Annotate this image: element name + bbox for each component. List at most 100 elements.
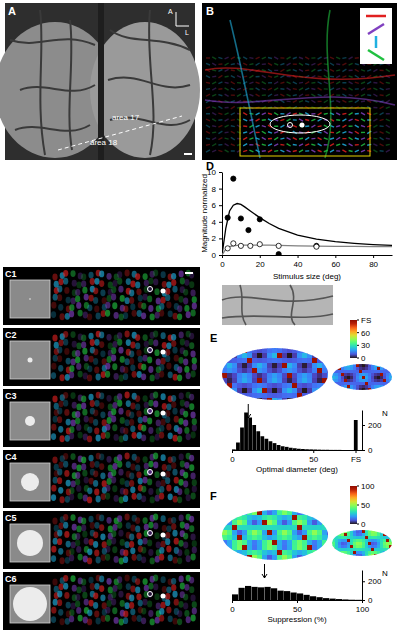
image-background <box>3 572 200 630</box>
map-cell <box>312 378 318 384</box>
orientation-pixel <box>336 150 340 152</box>
orientation-pixel <box>51 494 56 501</box>
orientation-pixel <box>231 69 235 71</box>
map-cell <box>247 393 253 399</box>
orientation-pixel <box>268 63 272 65</box>
map-cell <box>257 358 263 364</box>
orientation-pixel <box>63 514 68 521</box>
orientation-pixel <box>299 119 303 121</box>
orientation-pixel <box>361 113 365 115</box>
orientation-pixel <box>93 358 98 365</box>
orientation-pixel <box>274 125 278 126</box>
orientation-pixel <box>287 57 291 59</box>
orientation-pixel <box>53 355 58 362</box>
orientation-pixel <box>64 287 69 294</box>
orientation-pixel <box>135 456 140 463</box>
orientation-pixel <box>81 518 86 525</box>
orientation-pixel <box>184 610 189 617</box>
orientation-pixel <box>324 82 328 84</box>
orientation-pixel <box>75 418 80 425</box>
orientation-pixel <box>78 432 83 439</box>
orientation-pixel <box>361 100 365 102</box>
orientation-pixel <box>52 579 57 586</box>
map-cell <box>277 348 283 354</box>
map-cell <box>227 520 233 526</box>
vessel <box>40 10 45 155</box>
map-cell <box>327 388 333 394</box>
orientation-pixel <box>225 94 229 96</box>
map-cell <box>317 358 323 364</box>
vessel <box>222 314 333 318</box>
orientation-pixel <box>179 514 184 521</box>
image-background <box>3 328 200 386</box>
map-cell <box>227 378 233 384</box>
orientation-pixel <box>129 534 134 541</box>
orientation-pixel <box>141 495 146 502</box>
orientation-pixel <box>117 271 122 278</box>
orientation-pixel <box>349 100 353 102</box>
map-cell <box>302 383 308 389</box>
orientation-pixel <box>206 138 210 140</box>
orientation-pixel <box>63 461 68 468</box>
orientation-pixel <box>106 395 111 402</box>
orientation-pixel <box>123 610 128 617</box>
tick-label: FS <box>351 455 361 464</box>
orientation-pixel <box>249 82 253 83</box>
map-cell <box>272 383 278 389</box>
orientation-pixel <box>165 410 170 417</box>
orientation-pixel <box>178 418 183 425</box>
orientation-pixel <box>76 282 81 289</box>
map-cell <box>377 388 381 392</box>
orientation-pixel <box>380 125 384 127</box>
orientation-pixel <box>99 463 104 470</box>
orientation-pixel <box>71 481 76 488</box>
tick-mark <box>298 255 299 258</box>
map-cell <box>247 353 253 359</box>
orientation-pixel <box>168 615 173 622</box>
orientation-pixel <box>105 493 110 500</box>
orientation-pixel <box>148 549 153 556</box>
orientation-pixel <box>192 296 197 303</box>
map-cell <box>322 388 328 394</box>
map-cell <box>341 376 345 380</box>
orientation-pixel <box>386 69 390 71</box>
orientation-pixel <box>183 472 188 479</box>
map-cell <box>322 363 328 369</box>
map-cell <box>312 398 318 404</box>
map-cell <box>341 385 345 389</box>
orientation-pixel <box>96 557 101 564</box>
orientation-pixel <box>64 470 69 477</box>
orientation-pixel <box>118 469 123 476</box>
map-cell <box>242 398 248 404</box>
orientation-pixel <box>156 358 161 365</box>
orientation-pixel <box>75 289 80 296</box>
panel-d: 0204060800246810Stimulus size (deg)Magni… <box>200 160 393 281</box>
orientation-pixel <box>171 523 176 530</box>
orientation-pixel <box>84 477 89 484</box>
orientation-pixel <box>76 607 81 614</box>
tick: 80 <box>369 255 378 269</box>
orientation-pixel <box>218 82 222 84</box>
panel-label: C6 <box>5 574 17 584</box>
map-cell <box>287 368 293 374</box>
orientation-pixel <box>256 113 260 115</box>
map-cell <box>356 376 360 380</box>
orientation-pixel <box>105 546 110 553</box>
orientation-pixel <box>183 298 188 305</box>
map-cell <box>332 367 336 371</box>
map-cell <box>389 376 393 380</box>
map-cell <box>383 379 387 383</box>
orientation-pixel <box>367 82 371 84</box>
map-cell <box>272 373 278 379</box>
orientation-pixel <box>156 541 161 548</box>
map-cell <box>307 348 313 354</box>
orientation-pixel <box>280 94 284 96</box>
map-cell <box>307 388 313 394</box>
map-cell <box>383 376 387 380</box>
tick-label: 60 <box>331 260 340 269</box>
map-cell <box>267 358 273 364</box>
bar <box>305 449 309 450</box>
orientation-pixel <box>336 126 340 127</box>
orientation-pixel <box>178 357 183 364</box>
map-cell <box>377 376 381 380</box>
